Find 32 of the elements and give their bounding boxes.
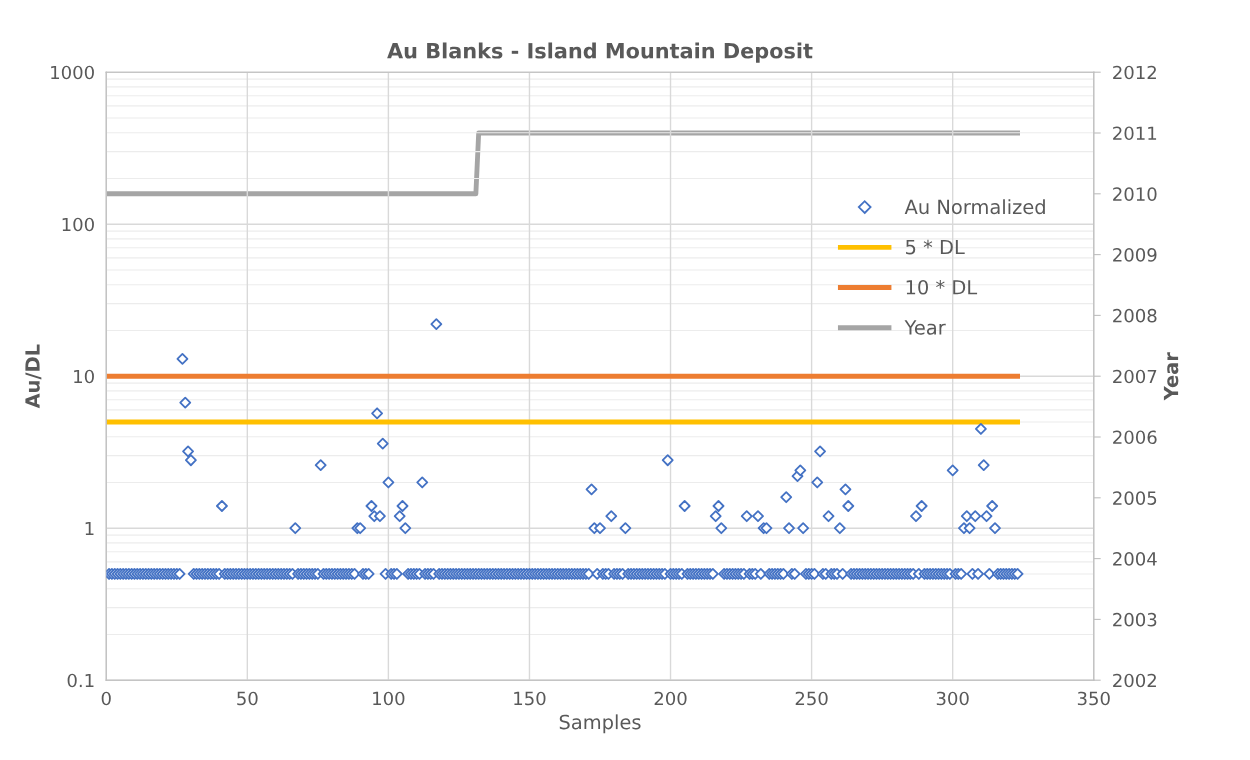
legend-label: Au Normalized bbox=[904, 199, 1045, 215]
y2-tick-label: 2011 bbox=[1113, 126, 1157, 141]
x-tick-label: 50 bbox=[237, 691, 258, 706]
y2-tick-label: 2006 bbox=[1113, 430, 1157, 445]
y-tick-label: 0.1 bbox=[67, 673, 94, 688]
x-tick-label: 200 bbox=[654, 691, 687, 706]
x-tick-label: 0 bbox=[101, 691, 111, 706]
x-tick-label: 100 bbox=[373, 691, 405, 706]
y2-tick-label: 2002 bbox=[1113, 673, 1156, 688]
y-tick-label: 100 bbox=[62, 217, 94, 232]
x-tick-label: 250 bbox=[795, 691, 828, 706]
x-tick-label: 350 bbox=[1077, 691, 1110, 706]
legend-label: 5 * DL bbox=[906, 239, 965, 255]
y2-tick-label: 2008 bbox=[1113, 308, 1157, 323]
x-tick-label: 300 bbox=[936, 691, 969, 706]
y-tick-label: 1 bbox=[85, 521, 94, 536]
legend-label: 10 * DL bbox=[906, 279, 978, 295]
y2-tick-label: 2004 bbox=[1113, 552, 1157, 566]
y-tick-label: 1000 bbox=[51, 65, 94, 80]
y2-tick-label: 2012 bbox=[1113, 65, 1156, 80]
y2-tick-label: 2009 bbox=[1113, 248, 1157, 262]
y2-tick-label: 2010 bbox=[1113, 187, 1157, 201]
y2-tick-label: 2003 bbox=[1113, 612, 1157, 627]
chart-title: Au Blanks - Island Mountain Deposit bbox=[387, 42, 813, 63]
x-axis-title: Samples bbox=[559, 714, 641, 734]
legend-label: Year bbox=[904, 320, 946, 335]
y2-tick-label: 2005 bbox=[1113, 491, 1157, 505]
y-axis-title: Au/DL bbox=[25, 344, 42, 409]
y2-axis-title: Year bbox=[1163, 352, 1179, 401]
y2-tick-label: 2007 bbox=[1113, 369, 1157, 384]
x-tick-label: 150 bbox=[514, 691, 546, 706]
y-tick-label: 10 bbox=[74, 369, 94, 384]
